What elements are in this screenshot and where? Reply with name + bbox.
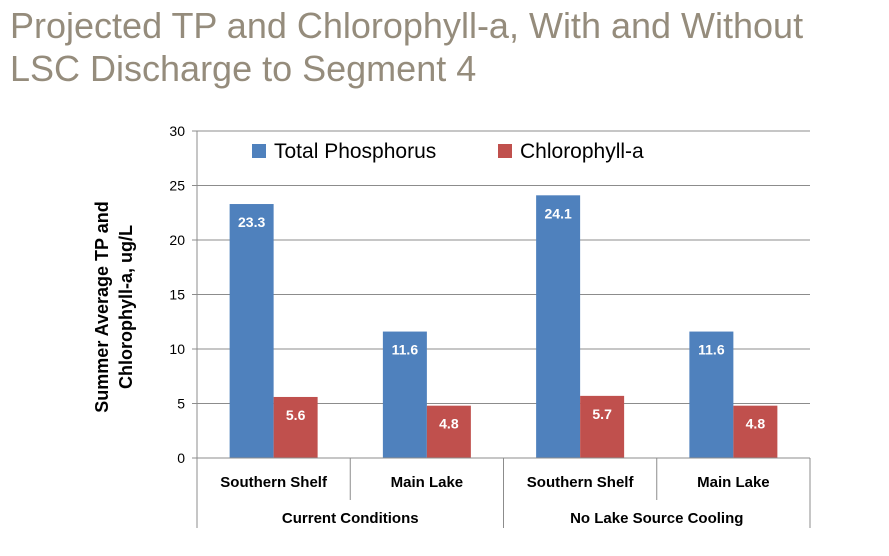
y-tick-label: 5 [177,396,185,412]
x-group-label: No Lake Source Cooling [570,510,743,527]
axes [192,130,811,528]
data-label: 4.8 [746,416,766,432]
x-category-label: Main Lake [391,474,464,491]
bar-total-phosphorus [382,331,427,458]
bar-chlorophyll-a [733,405,778,458]
x-category-label: Southern Shelf [220,474,328,491]
y-tick-label: 20 [169,232,185,248]
title-line-2: LSC Discharge to Segment 4 [10,48,477,89]
data-label: 4.8 [439,416,459,432]
y-tick-label: 30 [169,123,185,139]
bar-chlorophyll-a [580,395,625,458]
title-line-1: Projected TP and Chlorophyll-a, With and… [10,5,804,46]
bar-chlorophyll-a [426,405,471,458]
data-label: 11.6 [392,342,419,358]
x-group-label: Current Conditions [282,510,419,527]
bar-total-phosphorus [536,195,581,458]
y-axis-label-line: Summer Average TP and [92,201,112,412]
legend-label: Chlorophyll-a [520,140,644,163]
y-axis-label-line: Chlorophyll-a, ug/L [116,225,136,389]
bar-chlorophyll-a [273,396,318,458]
y-tick-label: 25 [169,178,185,194]
data-label: 5.6 [286,407,306,423]
labels: 0 5 10 15 20 25 30 23.3 5.6 Southern Shelf 11.6 4.8… [92,123,770,527]
legend-label: Total Phosphorus [274,140,436,163]
data-label: 5.7 [592,406,612,422]
y-tick-label: 15 [169,287,185,303]
bar-total-phosphorus [689,331,734,458]
data-label: 23.3 [238,214,265,230]
legend-swatch [252,144,266,158]
y-axis-label: Summer Average TP and Chlorophyll-a, ug/L [92,201,136,412]
data-label: 11.6 [698,342,725,358]
bar-total-phosphorus [229,204,274,458]
y-tick-label: 0 [177,450,185,466]
y-tick-label: 10 [169,341,185,357]
chart-title: Projected TP and Chlorophyll-a, With and… [10,4,880,90]
legend-swatch [498,144,512,158]
data-label: 24.1 [545,205,572,221]
x-category-label: Main Lake [697,474,770,491]
legend: Total Phosphorus Chlorophyll-a [252,140,644,163]
bars [229,195,778,458]
x-category-label: Southern Shelf [527,474,635,491]
